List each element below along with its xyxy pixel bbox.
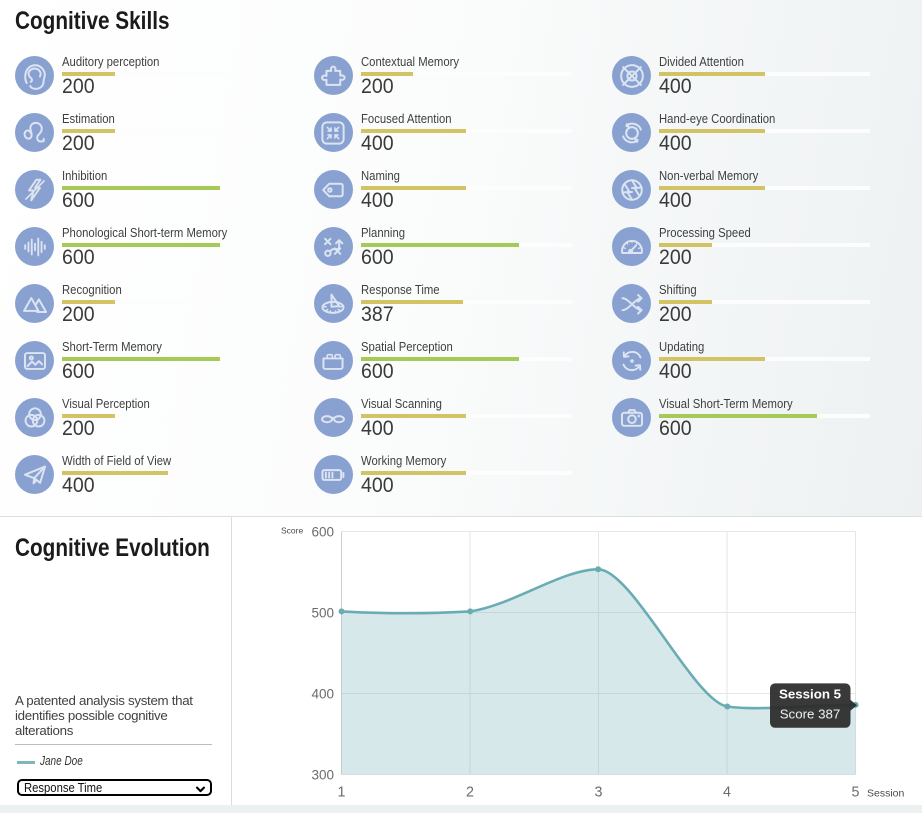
svg-text:Session: Session <box>867 788 905 800</box>
svg-text:Score: Score <box>281 526 303 536</box>
svg-text:2: 2 <box>466 785 474 801</box>
svg-text:500: 500 <box>311 605 334 620</box>
svg-text:Score 387: Score 387 <box>780 706 841 721</box>
svg-text:300: 300 <box>311 767 334 782</box>
svg-text:400: 400 <box>311 686 334 701</box>
svg-text:5: 5 <box>852 785 860 801</box>
svg-text:600: 600 <box>311 524 334 539</box>
svg-text:Session 5: Session 5 <box>779 687 842 702</box>
svg-text:1: 1 <box>338 785 346 801</box>
svg-text:4: 4 <box>723 785 731 801</box>
svg-text:3: 3 <box>595 785 603 801</box>
